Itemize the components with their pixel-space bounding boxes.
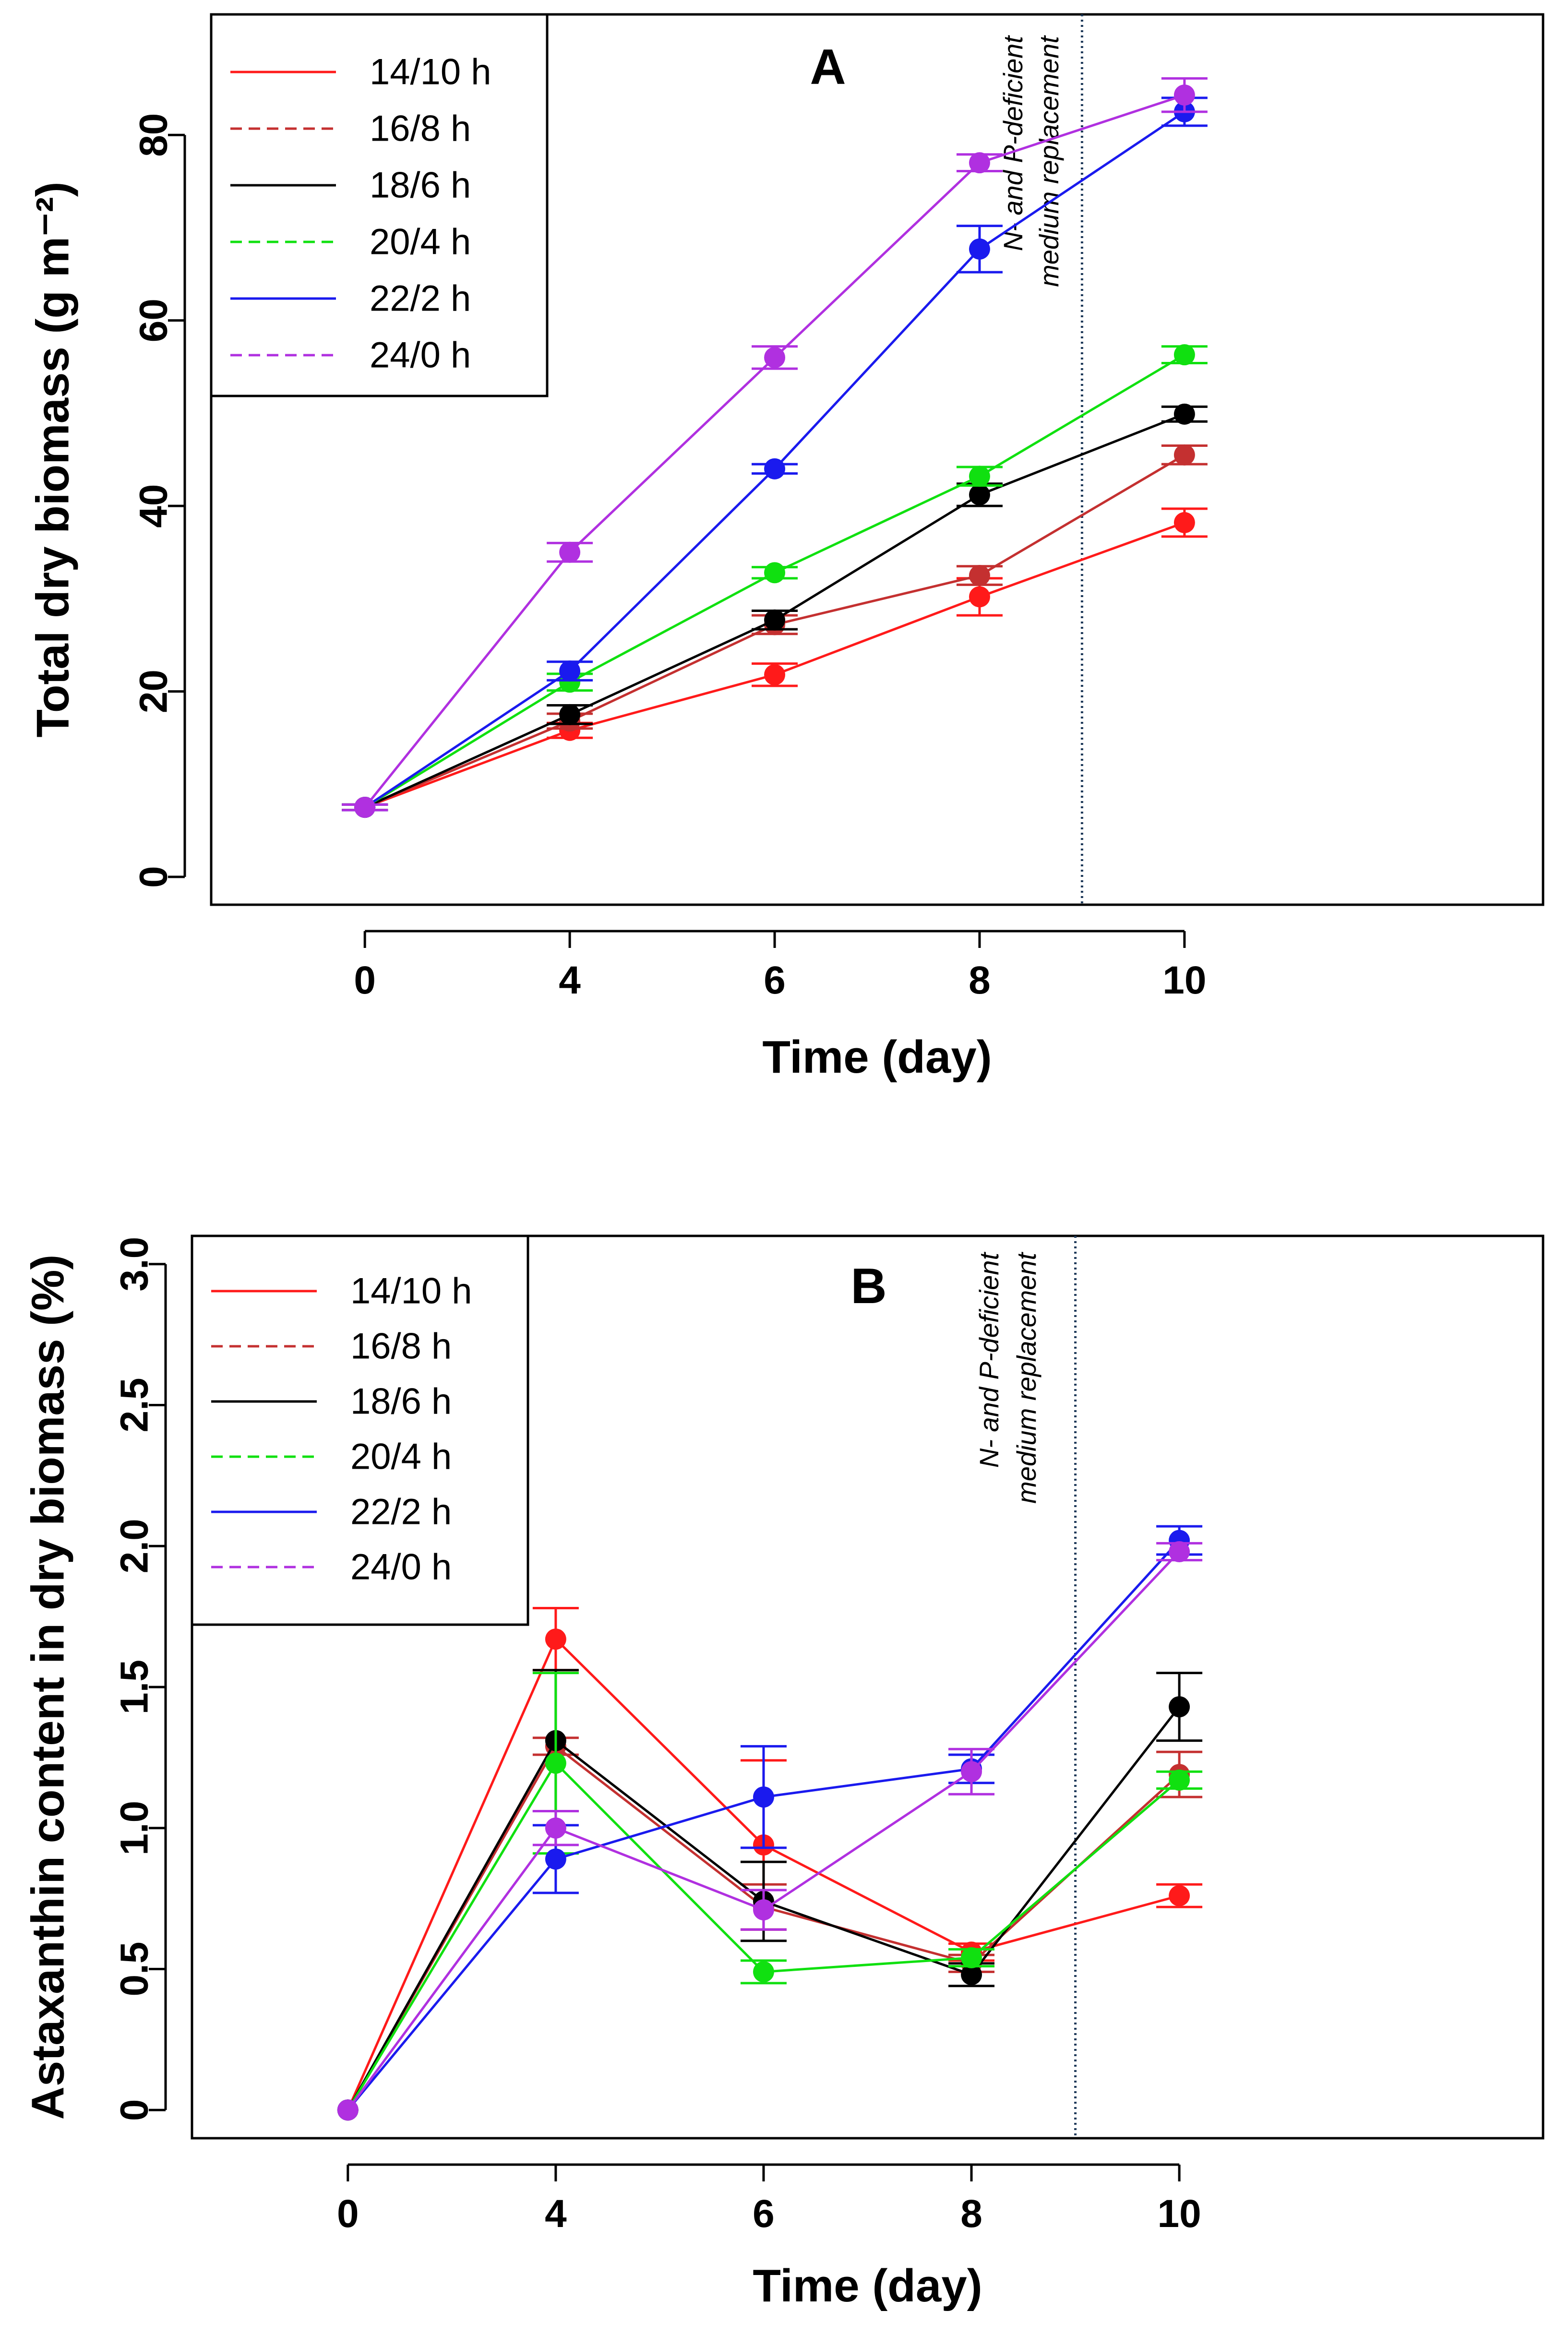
legend-label: 20/4 h bbox=[370, 222, 471, 263]
legend-label: 14/10 h bbox=[350, 1271, 472, 1312]
data-point bbox=[969, 238, 990, 260]
x-tick-label: 10 bbox=[1158, 2192, 1201, 2236]
annotation-text: N- and P-deficient bbox=[974, 1252, 1004, 1468]
legend-label: 22/2 h bbox=[370, 278, 471, 319]
data-point bbox=[559, 704, 581, 725]
legend-label: 18/6 h bbox=[350, 1381, 452, 1422]
legend-label: 20/4 h bbox=[350, 1437, 452, 1477]
data-point bbox=[1169, 1696, 1190, 1718]
legend-label: 24/0 h bbox=[370, 335, 471, 376]
legend-box bbox=[191, 1234, 529, 1626]
y-axis-title: Total dry biomass (g m⁻²) bbox=[27, 181, 79, 737]
series-24-0-h bbox=[342, 77, 1208, 818]
data-point bbox=[545, 1817, 566, 1839]
x-axis-title: Time (day) bbox=[762, 1031, 992, 1083]
x-tick-label: 10 bbox=[1162, 958, 1206, 1002]
x-tick-label: 0 bbox=[354, 958, 376, 1002]
legend-label: 24/0 h bbox=[350, 1547, 452, 1588]
series-14-10-h bbox=[337, 1607, 1203, 2121]
annotation-text: N- and P-deficient bbox=[998, 35, 1028, 251]
y-tick-label: 0 bbox=[113, 2099, 156, 2121]
data-point bbox=[764, 347, 786, 368]
x-tick-label: 6 bbox=[764, 958, 786, 1002]
y-tick-label: 3.0 bbox=[113, 1237, 156, 1292]
legend-label: 22/2 h bbox=[350, 1492, 452, 1533]
data-point bbox=[969, 152, 990, 174]
data-point bbox=[1173, 512, 1195, 533]
data-point bbox=[764, 664, 786, 685]
series-24-0-h bbox=[337, 1541, 1203, 2121]
y-tick-label: 60 bbox=[132, 299, 176, 342]
y-tick-label: 1.0 bbox=[113, 1801, 156, 1856]
y-tick-label: 2.5 bbox=[113, 1378, 156, 1433]
legend-label: 16/8 h bbox=[350, 1326, 452, 1367]
x-tick-label: 6 bbox=[753, 2192, 775, 2236]
panel-label: B bbox=[850, 1258, 886, 1314]
data-point bbox=[961, 1964, 982, 1986]
data-point bbox=[545, 1848, 566, 1870]
y-tick-label: 20 bbox=[132, 670, 176, 713]
data-point bbox=[545, 1629, 566, 1650]
series-18-6-h bbox=[337, 1669, 1203, 2121]
chart-panel-B: 0 4 6 8 10 Time (day) 0 0.5 1.0 1.5 2.0 2.5 3.0 Astax… bbox=[23, 1234, 1544, 2311]
y-tick-label: 80 bbox=[132, 113, 176, 157]
chart-panel-A: 0 4 6 8 10 Time (day) 0 20 40 60 80 Total dry bioma… bbox=[27, 13, 1544, 1083]
data-point bbox=[1173, 84, 1195, 106]
data-point bbox=[764, 609, 786, 631]
data-point bbox=[961, 1947, 982, 1968]
legend-label: 14/10 h bbox=[370, 52, 491, 93]
legend: 14/10 h 16/8 h 18/6 h 20/4 h 22/2 h 24/0 h bbox=[191, 1234, 529, 1626]
plot-frame bbox=[191, 1234, 1544, 2140]
data-point bbox=[1169, 1541, 1190, 1562]
plot-frame bbox=[210, 13, 1544, 906]
y-tick-label: 40 bbox=[132, 484, 176, 528]
x-axis-title: Time (day) bbox=[753, 2260, 982, 2311]
legend: 14/10 h 16/8 h 18/6 h 20/4 h 22/2 h 24/0 h bbox=[210, 13, 549, 397]
legend-box bbox=[210, 13, 549, 397]
panel-label: A bbox=[810, 39, 846, 95]
series-16-8-h bbox=[342, 444, 1208, 818]
series-20-4-h bbox=[342, 344, 1208, 818]
y-tick-label: 2.0 bbox=[113, 1519, 156, 1573]
data-point bbox=[1173, 444, 1195, 466]
legend-label: 18/6 h bbox=[370, 165, 471, 206]
y-axis-title: Astaxanthin content in dry biomass (%) bbox=[23, 1255, 74, 2120]
annotation-text: medium replacement bbox=[1011, 1252, 1041, 1504]
data-point bbox=[753, 1961, 774, 1983]
y-tick-label: 0.5 bbox=[113, 1942, 156, 1997]
data-point bbox=[545, 1752, 566, 1774]
data-point bbox=[559, 541, 581, 563]
data-point bbox=[354, 797, 376, 818]
data-point bbox=[969, 565, 990, 587]
data-point bbox=[764, 458, 786, 479]
annotation-text: medium replacement bbox=[1034, 35, 1064, 287]
x-tick-label: 8 bbox=[969, 958, 991, 1002]
data-point bbox=[1169, 1769, 1190, 1791]
data-point bbox=[764, 562, 786, 584]
x-tick-label: 0 bbox=[337, 2192, 359, 2236]
data-point bbox=[969, 466, 990, 487]
data-point bbox=[1169, 1885, 1190, 1906]
y-tick-label: 0 bbox=[132, 866, 176, 888]
legend-label: 16/8 h bbox=[370, 108, 471, 149]
y-tick-label: 1.5 bbox=[113, 1660, 156, 1714]
data-point bbox=[337, 2099, 359, 2121]
data-point bbox=[1173, 403, 1195, 425]
series-14-10-h bbox=[342, 507, 1208, 818]
data-point bbox=[969, 586, 990, 608]
x-tick-label: 4 bbox=[545, 2192, 567, 2236]
data-point bbox=[559, 660, 581, 682]
data-point bbox=[969, 484, 990, 505]
data-point bbox=[753, 1899, 774, 1921]
x-tick-label: 4 bbox=[559, 958, 581, 1002]
data-point bbox=[753, 1786, 774, 1808]
data-point bbox=[1173, 344, 1195, 366]
x-tick-label: 8 bbox=[960, 2192, 982, 2236]
data-point bbox=[961, 1761, 982, 1783]
